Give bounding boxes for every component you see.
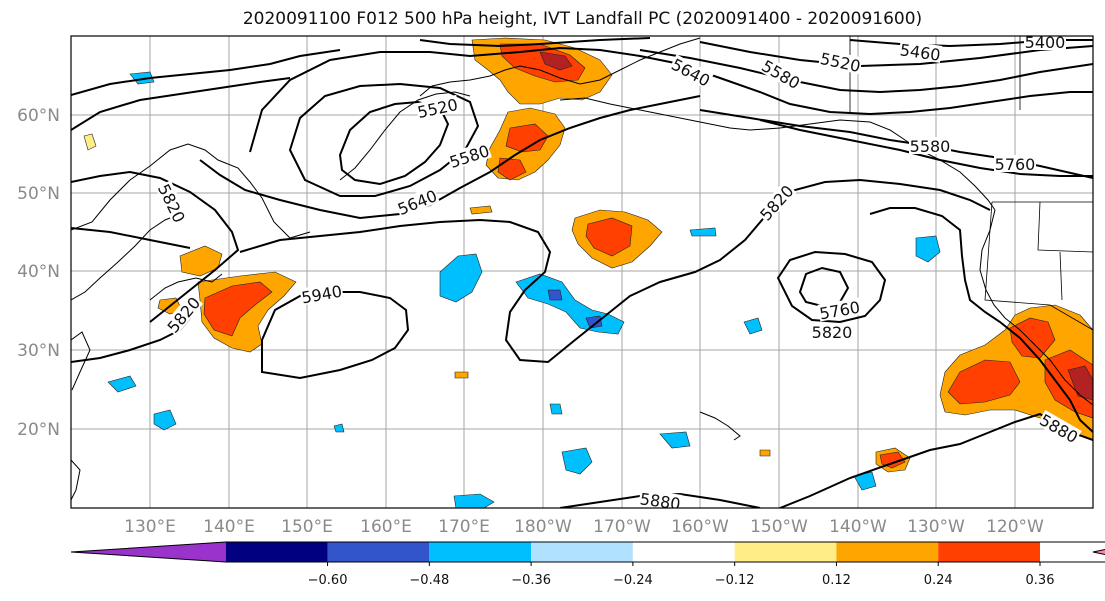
contour-labels: 5400546055205520558055805640564055805760… xyxy=(154,33,1082,513)
contour-label-text: 5880 xyxy=(639,489,682,513)
colorbar-segment xyxy=(531,542,633,562)
contour-label: 5760 xyxy=(994,155,1036,174)
colorbar-tick-label: 0.36 xyxy=(1026,573,1055,588)
longitude-label: 140°W xyxy=(829,517,887,537)
longitude-label: 120°W xyxy=(986,517,1044,537)
colorbar-extend-low xyxy=(71,542,226,562)
longitude-label: 150°W xyxy=(750,517,808,537)
colorbar-tick-label: −0.24 xyxy=(613,573,653,588)
colorbar-extend-high xyxy=(1093,549,1105,555)
contour-label: 5820 xyxy=(811,323,853,342)
colorbar-segment xyxy=(734,542,837,562)
colorbar-segment xyxy=(225,542,328,562)
political-borders xyxy=(849,36,1093,331)
longitude-label: 140°E xyxy=(203,517,255,537)
colorbar-tick-label: 0.12 xyxy=(822,573,851,588)
longitude-label: 170°E xyxy=(438,517,490,537)
contour-label: 5580 xyxy=(909,137,951,156)
contour-label-text: 5400 xyxy=(1025,33,1066,52)
colorbar-segment xyxy=(327,542,430,562)
latitude-labels: 60°N 50°N 40°N 30°N 20°N xyxy=(17,106,60,440)
colorbar: −0.60−0.48−0.36−0.24−0.120.120.240.360.4… xyxy=(70,541,1105,588)
contour-label: 5400 xyxy=(1024,33,1066,52)
longitude-label: 160°W xyxy=(671,517,729,537)
ivt-negative-areas xyxy=(107,71,941,508)
longitude-label: 160°E xyxy=(360,517,412,537)
latitude-label: 40°N xyxy=(17,262,60,282)
colorbar-tick-label: −0.48 xyxy=(409,573,449,588)
colorbar-segment xyxy=(429,542,532,562)
contour-label-text: 5820 xyxy=(812,323,853,342)
latitude-label: 50°N xyxy=(17,184,60,204)
map-frame xyxy=(70,35,1094,509)
longitude-label: 170°W xyxy=(593,517,651,537)
longitude-label: 130°W xyxy=(907,517,965,537)
colorbar-tick-label: 0.24 xyxy=(924,573,953,588)
colorbar-segment xyxy=(836,542,939,562)
height-contours xyxy=(71,37,1093,508)
contour-label-text: 5580 xyxy=(910,137,951,156)
map-title: 2020091100 F012 500 hPa height, IVT Land… xyxy=(242,9,923,29)
contour-label-text: 5760 xyxy=(995,155,1036,174)
colorbar-tick-label: −0.12 xyxy=(715,573,755,588)
longitude-label: 180°W xyxy=(514,517,572,537)
colorbar-tick-label: −0.60 xyxy=(308,573,348,588)
colorbar-segment xyxy=(938,542,1040,562)
longitude-label: 130°E xyxy=(124,517,176,537)
contour-label: 5880 xyxy=(638,489,683,513)
longitude-label: 150°E xyxy=(281,517,333,537)
latitude-label: 60°N xyxy=(17,106,60,126)
latitude-label: 30°N xyxy=(17,341,60,361)
latitude-label: 20°N xyxy=(17,420,60,440)
colorbar-segment xyxy=(632,542,735,562)
map-area xyxy=(71,36,1093,508)
colorbar-tick-label: −0.36 xyxy=(511,573,551,588)
colorbar-outline xyxy=(70,541,1105,563)
longitude-labels: 130°E 140°E 150°E 160°E 170°E 180°W 170°W 160°W… xyxy=(124,517,1044,537)
